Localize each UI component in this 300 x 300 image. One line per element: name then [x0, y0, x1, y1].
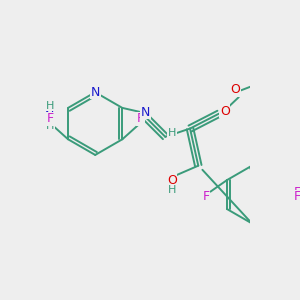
Text: F: F	[294, 190, 300, 203]
Text: F: F	[46, 112, 53, 125]
Text: H: H	[46, 101, 54, 111]
Text: F: F	[137, 112, 144, 125]
Text: O: O	[220, 105, 230, 118]
Text: H: H	[46, 121, 54, 131]
Text: N: N	[141, 106, 150, 118]
Text: H: H	[168, 128, 176, 139]
Text: H: H	[168, 185, 176, 195]
Text: N: N	[91, 86, 100, 99]
Text: F: F	[294, 186, 300, 199]
Text: N: N	[45, 110, 55, 123]
Text: O: O	[230, 83, 240, 96]
Text: F: F	[203, 190, 210, 203]
Text: O: O	[167, 174, 177, 187]
